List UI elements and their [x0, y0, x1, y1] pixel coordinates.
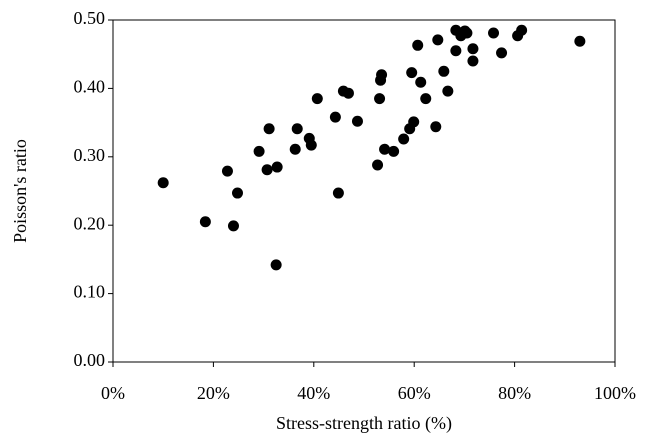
point — [398, 133, 410, 145]
point — [420, 93, 432, 105]
point — [253, 145, 265, 157]
point — [342, 87, 354, 99]
y-axis-label: Poisson's ratio — [10, 139, 30, 243]
x-axis-label: Stress-strength ratio (%) — [276, 413, 452, 434]
point — [332, 187, 344, 199]
point — [351, 115, 363, 127]
point — [442, 85, 454, 97]
y-tick-label: 0.20 — [74, 213, 106, 233]
y-tick-label: 0.40 — [74, 77, 106, 97]
point — [516, 24, 528, 36]
point — [271, 161, 283, 173]
x-tick-label: 40% — [297, 383, 330, 403]
point — [461, 27, 473, 39]
point — [311, 93, 323, 105]
x-tick-label: 60% — [398, 383, 431, 403]
point — [289, 143, 301, 155]
point — [574, 35, 586, 47]
point — [291, 123, 303, 135]
point — [374, 93, 386, 105]
point — [231, 187, 243, 199]
plot-frame — [112, 19, 616, 363]
point — [450, 45, 462, 57]
point — [408, 116, 420, 128]
x-tick-label: 0% — [101, 383, 125, 403]
x-tick-label: 100% — [594, 383, 636, 403]
point — [372, 159, 384, 171]
y-tick-label: 0.10 — [74, 282, 106, 302]
point — [227, 220, 239, 232]
point — [467, 55, 479, 67]
point — [157, 177, 169, 189]
point — [406, 67, 418, 79]
point — [438, 65, 450, 77]
x-tick-label: 20% — [197, 383, 230, 403]
point — [488, 27, 500, 39]
point — [261, 164, 273, 176]
point — [467, 43, 479, 55]
point — [305, 139, 317, 151]
point — [412, 39, 424, 51]
y-tick-label: 0.30 — [74, 145, 106, 165]
x-tick-label: 80% — [498, 383, 531, 403]
point — [199, 216, 211, 228]
point — [329, 111, 341, 123]
point — [430, 121, 442, 133]
point — [270, 259, 282, 271]
point — [388, 145, 400, 157]
point — [379, 143, 391, 155]
point — [496, 47, 508, 59]
point — [376, 69, 388, 81]
point — [221, 165, 233, 177]
y-tick-label: 0.00 — [74, 350, 106, 370]
point — [263, 123, 275, 135]
y-tick-label: 0.50 — [74, 8, 106, 28]
point — [415, 76, 427, 88]
point — [432, 34, 444, 46]
